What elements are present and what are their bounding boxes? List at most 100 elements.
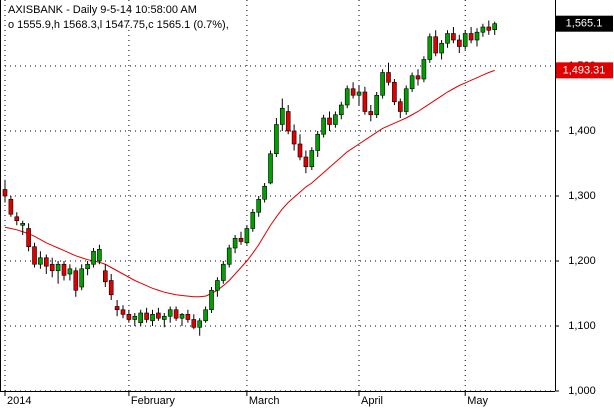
y-tick-label: 1,200 [568, 255, 596, 267]
chart-title: AXISBANK - Daily 9-5-14 10:58:00 AM [8, 4, 197, 16]
candle-body [403, 88, 409, 112]
candle-body [268, 153, 273, 184]
candle-body [362, 91, 368, 112]
candle-body [368, 111, 374, 116]
candle-body [150, 313, 155, 322]
candle-body [474, 31, 480, 41]
candle-body [279, 107, 285, 125]
candle-body [14, 216, 20, 222]
candle-body [421, 59, 427, 80]
candle-body [480, 26, 486, 33]
candle-body [103, 270, 108, 283]
candle-body [262, 185, 267, 200]
candle-body [197, 320, 202, 328]
candle-body [392, 81, 397, 103]
candle-body [32, 246, 37, 265]
x-tick-label: March [249, 395, 280, 407]
candle-body [162, 315, 167, 320]
candle-body [486, 26, 492, 31]
candle-body [26, 228, 31, 248]
candle-body [114, 306, 120, 311]
price-label: 1,493.31 [563, 64, 606, 76]
candle-body [297, 143, 303, 158]
candle-body [333, 114, 338, 125]
y-tick-label: 1,400 [568, 125, 596, 137]
candle-body [138, 312, 143, 324]
candle-body [120, 309, 126, 315]
candle-body [462, 33, 468, 47]
candle-body [344, 88, 350, 106]
chart-subtitle: o 1555.9,h 1568.3,l 1547.75,c 1565.1 (0.… [8, 19, 229, 31]
candle-body [274, 124, 279, 155]
candle-body [167, 309, 173, 317]
candle-body [73, 270, 79, 291]
y-tick-label: 1,100 [568, 320, 596, 332]
candle-body [108, 280, 114, 296]
candle-body [327, 117, 332, 125]
candle-body [203, 309, 208, 322]
candle-body [156, 312, 161, 319]
price-label: 1,565.1 [566, 18, 603, 30]
candle-body [232, 237, 238, 249]
candle-body [173, 309, 179, 319]
x-tick-label: 2014 [7, 395, 31, 407]
candle-body [238, 237, 244, 242]
candle-body [492, 23, 498, 30]
candle-body [191, 319, 197, 328]
x-tick-label: April [361, 395, 383, 407]
candle-body [415, 75, 421, 80]
candle-body [285, 111, 291, 132]
candle-body [374, 94, 380, 116]
candle-body [2, 189, 8, 197]
candle-body [256, 198, 262, 213]
candle-body [55, 263, 61, 272]
candle-body [380, 72, 385, 96]
candle-body [67, 268, 73, 275]
candle-body [91, 250, 96, 265]
candle-body [451, 33, 456, 41]
candle-body [244, 228, 250, 244]
price-label-box [556, 15, 613, 32]
candle-body [433, 36, 439, 54]
candle-body [356, 91, 362, 96]
candle-body [215, 280, 220, 291]
moving-average-line [4, 69, 495, 298]
candle-body [386, 72, 391, 83]
candle-body [309, 150, 315, 168]
candle-body [226, 247, 232, 265]
candle-body [97, 249, 102, 262]
price-label-box [556, 62, 613, 79]
y-tick-label: 1,000 [568, 385, 596, 397]
candle-body [409, 75, 415, 90]
candle-body [350, 88, 356, 96]
x-tick-label: February [131, 395, 176, 407]
candle-body [468, 33, 474, 41]
candle-body [456, 39, 462, 47]
candle-body [338, 104, 344, 116]
candle-body [427, 36, 433, 60]
candle-body [445, 33, 450, 44]
candle-body [43, 257, 49, 267]
y-tick-label: 1,300 [568, 190, 596, 202]
candle-body [85, 263, 90, 270]
candle-body [291, 130, 297, 145]
candle-body [439, 42, 444, 54]
candle-body [221, 263, 226, 281]
candle-body [49, 263, 55, 272]
candle-body [8, 198, 14, 215]
candle-body [61, 263, 67, 276]
candle-body [303, 156, 309, 168]
candle-body [126, 313, 132, 320]
candle-body [250, 211, 256, 229]
candle-body [209, 289, 214, 311]
candle-body [38, 257, 43, 265]
candle-body [179, 313, 185, 319]
candle-body [397, 101, 403, 112]
candle-body [315, 133, 321, 151]
candle-body [79, 268, 84, 288]
candle-body [20, 223, 26, 226]
candle-body [321, 117, 326, 135]
candle-body [132, 315, 138, 320]
candle-body [185, 313, 191, 320]
